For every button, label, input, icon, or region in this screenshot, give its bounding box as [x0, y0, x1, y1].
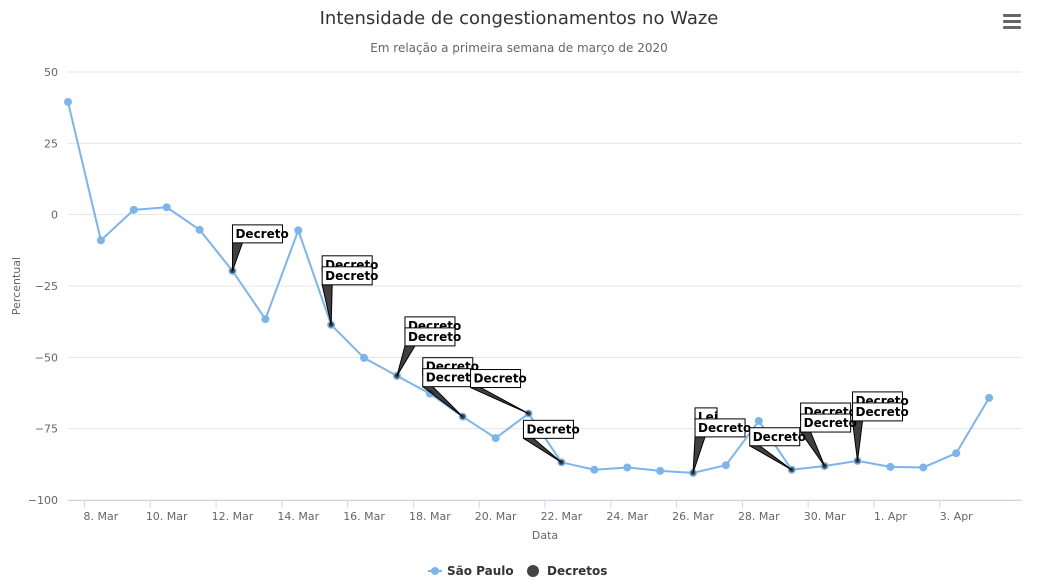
data-point-sao-paulo	[919, 463, 928, 472]
annotation-box	[522, 419, 574, 439]
y-tick-label: −75	[35, 423, 58, 436]
data-point-sao-paulo	[623, 463, 632, 472]
data-point-sao-paulo	[162, 203, 171, 212]
legend-label-sao-paulo: São Paulo	[447, 564, 514, 578]
data-point-sao-paulo	[491, 434, 500, 443]
annotation-box	[321, 266, 373, 286]
annotation-connector	[692, 436, 706, 474]
x-tick-label: 30. Mar	[804, 510, 846, 523]
annotation-connector	[852, 420, 864, 461]
annotation-box	[749, 427, 801, 447]
x-tick-label: 26. Mar	[672, 510, 714, 523]
y-tick-label: −50	[35, 351, 58, 364]
annotation-connector	[749, 445, 793, 471]
x-tick-label: 22. Mar	[541, 510, 583, 523]
data-point-sao-paulo	[656, 466, 665, 475]
annotation-box	[231, 224, 283, 244]
x-tick-label: 18. Mar	[409, 510, 451, 523]
x-axis: 8. Mar 10. Mar 12. Mar 14. Mar 16. Mar 18. Ma…	[68, 500, 1022, 542]
annotation-connector	[470, 387, 529, 415]
data-point-sao-paulo	[261, 315, 270, 324]
menu-bar-line	[1003, 14, 1021, 17]
menu-bar-line	[1003, 20, 1021, 23]
data-point-sao-paulo	[195, 225, 204, 234]
y-axis-title: Percentual	[10, 257, 23, 315]
x-tick-label: 24. Mar	[606, 510, 648, 523]
annotation-label: Decreto	[235, 227, 288, 241]
legend-marker-sao-paulo	[431, 567, 439, 575]
data-point-sao-paulo	[754, 416, 763, 425]
y-tick-label: −25	[35, 280, 58, 293]
annotation-layer: DecretoDecretoDecretoDecretoDecretoDecre…	[231, 224, 909, 474]
annotation-label: Decreto	[426, 371, 479, 385]
data-point-sao-paulo	[360, 353, 369, 362]
y-axis: 50 25 0 −25 −50 −75 −100 Percentual	[10, 66, 58, 507]
annotation-connector	[396, 345, 416, 377]
x-tick-label: 3. Apr	[940, 510, 973, 523]
x-tick-label: 16. Mar	[343, 510, 385, 523]
chart-title: Intensidade de congestionamentos no Waze	[319, 8, 719, 29]
y-tick-label: −100	[28, 494, 58, 507]
data-point-sao-paulo	[64, 97, 72, 106]
data-point-sao-paulo	[294, 226, 303, 235]
x-tick-label: 20. Mar	[475, 510, 517, 523]
annotation-box	[694, 418, 746, 438]
y-tick-label: 25	[44, 137, 58, 150]
chart-subtitle: Em relação a primeira semana de março de…	[370, 41, 668, 55]
x-tick-label: 14. Mar	[277, 510, 319, 523]
annotation-connector	[321, 284, 333, 325]
data-point-sao-paulo	[985, 393, 994, 402]
annotation-label: Decreto	[325, 269, 378, 283]
annotation-label: Decreto	[804, 416, 857, 430]
x-axis-title: Data	[532, 529, 558, 542]
annotation-connector	[231, 242, 243, 272]
data-point-sao-paulo	[590, 465, 599, 474]
annotation-box	[800, 413, 852, 433]
x-tick-label: 12. Mar	[212, 510, 254, 523]
annotation-label: Decreto	[753, 430, 806, 444]
data-point-sao-paulo	[952, 449, 961, 458]
x-tick-label: 10. Mar	[146, 510, 188, 523]
annotation-connector	[523, 437, 562, 463]
data-point-sao-paulo	[129, 205, 138, 214]
annotation-label: Decreto	[698, 421, 751, 435]
annotation-label: Decreto	[408, 330, 461, 344]
x-tick-label: 1. Apr	[874, 510, 907, 523]
legend[interactable]: São Paulo Decretos	[428, 564, 607, 578]
annotation-box	[470, 369, 522, 389]
annotation-connector	[800, 431, 826, 467]
y-tick-label: 0	[51, 209, 58, 222]
annotation-box	[404, 327, 456, 347]
annotation-label: Decreto	[856, 405, 909, 419]
data-point-sao-paulo	[721, 461, 730, 470]
y-tick-label: 50	[44, 66, 58, 79]
x-tick-label: 8. Mar	[84, 510, 119, 523]
x-tick-label: 28. Mar	[738, 510, 780, 523]
legend-marker-decretos	[527, 565, 539, 577]
annotation-label: Decreto	[526, 422, 579, 436]
data-point-sao-paulo	[96, 236, 105, 245]
menu-bar-line	[1003, 26, 1021, 29]
annotation-box	[852, 402, 904, 422]
annotation-connector	[422, 386, 464, 418]
annotation-label: Decreto	[474, 372, 527, 386]
data-point-sao-paulo	[886, 462, 895, 471]
hamburger-menu-icon[interactable]	[1002, 14, 1022, 32]
legend-label-decretos: Decretos	[547, 564, 607, 578]
